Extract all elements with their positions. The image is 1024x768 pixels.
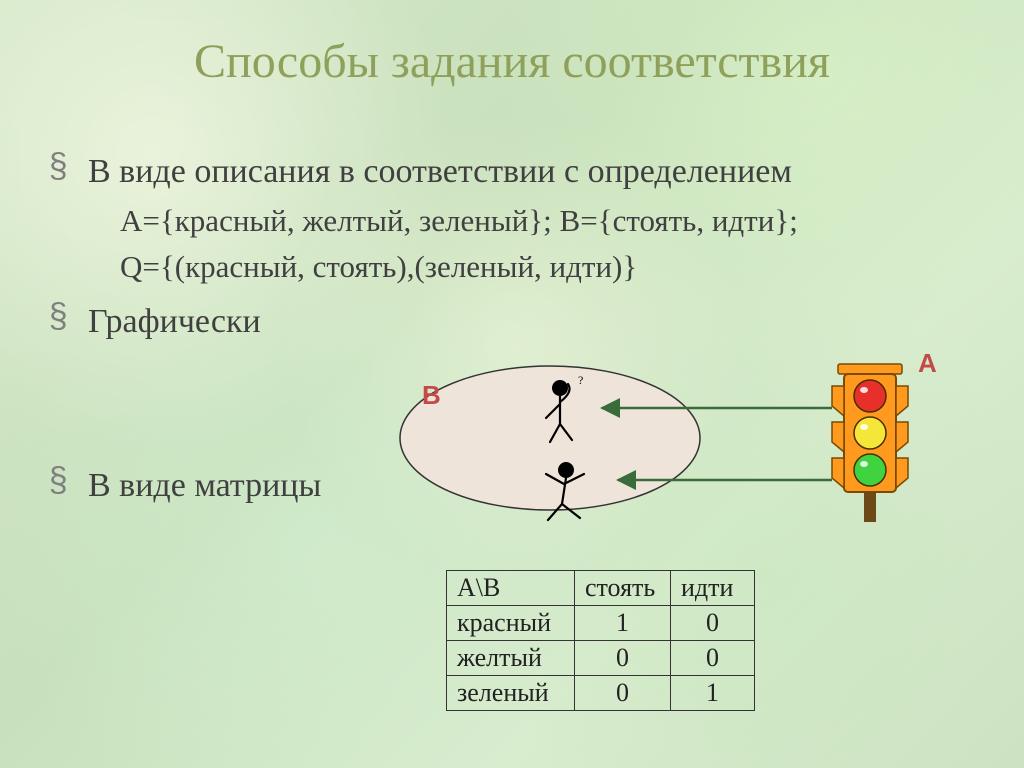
matrix-cell: 0 — [671, 641, 755, 676]
matrix-table: A\B стоять идти красный 1 0 желтый 0 0 з… — [446, 570, 755, 711]
bullet-marker: § — [48, 152, 88, 188]
matrix-cell: 1 — [575, 606, 671, 641]
table-row: желтый 0 0 — [447, 641, 755, 676]
matrix-row-1: желтый — [447, 641, 575, 676]
bullet-2: § Графически — [48, 302, 261, 341]
traffic-light-icon — [832, 364, 908, 522]
matrix-cell: 0 — [575, 641, 671, 676]
bullet-2-text: Графически — [88, 302, 261, 341]
matrix-corner: A\B — [447, 571, 575, 606]
matrix-cell: 0 — [671, 606, 755, 641]
bullet-3-text: В виде матрицы — [88, 466, 321, 505]
bullet-1-text: В виде описания в соответствии с определ… — [88, 152, 792, 191]
bullet-marker: § — [48, 302, 88, 338]
set-b-ellipse — [400, 366, 700, 510]
matrix-col-0: стоять — [575, 571, 671, 606]
matrix-cell: 0 — [575, 676, 671, 711]
matrix-row-2: зеленый — [447, 676, 575, 711]
set-line-1: A={красный, желтый, зеленый}; B={стоять,… — [120, 202, 798, 239]
table-header-row: A\B стоять идти — [447, 571, 755, 606]
label-b: B — [422, 380, 441, 411]
bullet-1: § В виде описания в соответствии с опред… — [48, 152, 792, 191]
matrix-row-0: красный — [447, 606, 575, 641]
table-row: красный 1 0 — [447, 606, 755, 641]
matrix-col-1: идти — [671, 571, 755, 606]
matrix-cell: 1 — [671, 676, 755, 711]
set-line-2: Q={(красный, стоять),(зеленый, идти)} — [120, 248, 637, 285]
diagram-area: ? — [370, 358, 930, 558]
table-row: зеленый 0 1 — [447, 676, 755, 711]
bullet-marker: § — [48, 466, 88, 502]
label-a: A — [918, 348, 937, 379]
slide-title: Способы задания соответствия — [0, 34, 1024, 89]
svg-text:?: ? — [578, 373, 583, 387]
diagram-svg: ? — [370, 358, 930, 568]
bullet-3: § В виде матрицы — [48, 466, 321, 505]
